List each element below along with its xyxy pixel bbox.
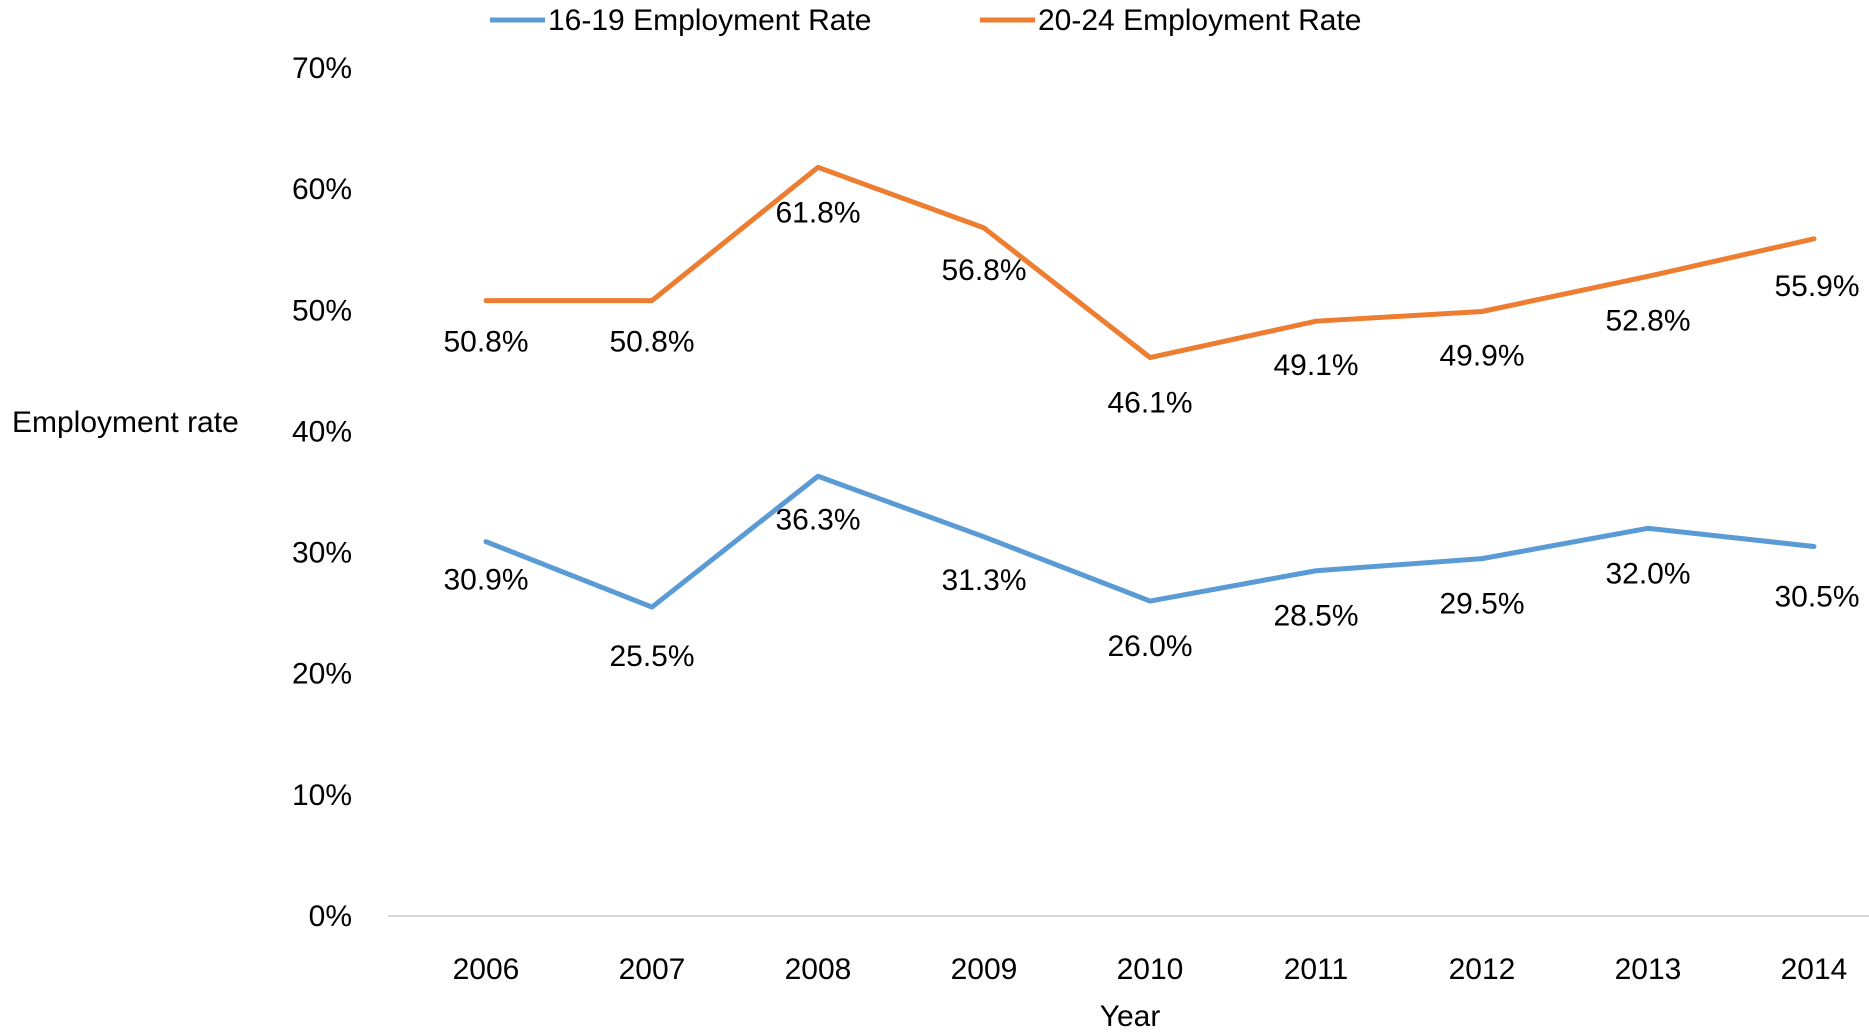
- x-tick-label: 2008: [785, 953, 852, 986]
- x-tick-label: 2012: [1449, 953, 1516, 986]
- data-label: 30.9%: [443, 564, 528, 597]
- data-label: 30.5%: [1774, 581, 1859, 614]
- y-tick-label: 60%: [292, 173, 352, 206]
- y-tick-label: 20%: [292, 658, 352, 691]
- y-axis: 0% 10% 20% 30% 40% 50% 60% 70%: [292, 52, 352, 933]
- y-tick-label: 30%: [292, 537, 352, 570]
- x-tick-label: 2014: [1781, 953, 1848, 986]
- data-labels: 30.9% 25.5% 36.3% 31.3% 26.0% 28.5% 29.5% 32.0%…: [443, 196, 1859, 673]
- data-label: 28.5%: [1273, 600, 1358, 633]
- legend: 16-19 Employment Rate 20-24 Employment Ra…: [490, 4, 1362, 37]
- y-tick-label: 0%: [309, 900, 352, 933]
- data-label: 46.1%: [1107, 387, 1192, 420]
- data-label: 49.9%: [1439, 339, 1524, 372]
- data-label: 55.9%: [1774, 270, 1859, 303]
- data-label: 61.8%: [775, 196, 860, 229]
- x-tick-label: 2013: [1615, 953, 1682, 986]
- legend-item: 16-19 Employment Rate: [490, 4, 872, 37]
- y-tick-label: 10%: [292, 779, 352, 812]
- data-label: 29.5%: [1439, 588, 1524, 621]
- y-tick-label: 40%: [292, 415, 352, 448]
- x-tick-label: 2010: [1117, 953, 1184, 986]
- data-label: 25.5%: [609, 640, 694, 673]
- y-axis-title: Employment rate: [12, 406, 239, 439]
- series-line-1: [483, 164, 1817, 361]
- x-tick-label: 2007: [619, 953, 686, 986]
- x-tick-label: 2006: [453, 953, 520, 986]
- x-tick-label: 2011: [1284, 953, 1349, 986]
- series-layer: [483, 164, 1817, 610]
- data-label: 36.3%: [775, 503, 860, 536]
- x-tick-label: 2009: [951, 953, 1018, 986]
- legend-item: 20-24 Employment Rate: [980, 4, 1362, 37]
- data-label: 50.8%: [443, 326, 528, 359]
- x-axis-title: Year: [1100, 1000, 1161, 1033]
- data-label: 56.8%: [941, 254, 1026, 287]
- y-tick-label: 70%: [292, 52, 352, 85]
- data-label: 50.8%: [609, 326, 694, 359]
- x-axis: 2006 2007 2008 2009 2010 2011 2012 2013 2014: [388, 915, 1869, 986]
- data-label: 52.8%: [1605, 304, 1690, 337]
- series-line-0: [483, 473, 1817, 610]
- data-label: 49.1%: [1273, 349, 1358, 382]
- data-label: 26.0%: [1107, 630, 1192, 663]
- data-label: 31.3%: [941, 564, 1026, 597]
- legend-label: 20-24 Employment Rate: [1038, 4, 1362, 37]
- y-tick-label: 50%: [292, 294, 352, 327]
- data-label: 32.0%: [1605, 557, 1690, 590]
- legend-label: 16-19 Employment Rate: [548, 4, 872, 37]
